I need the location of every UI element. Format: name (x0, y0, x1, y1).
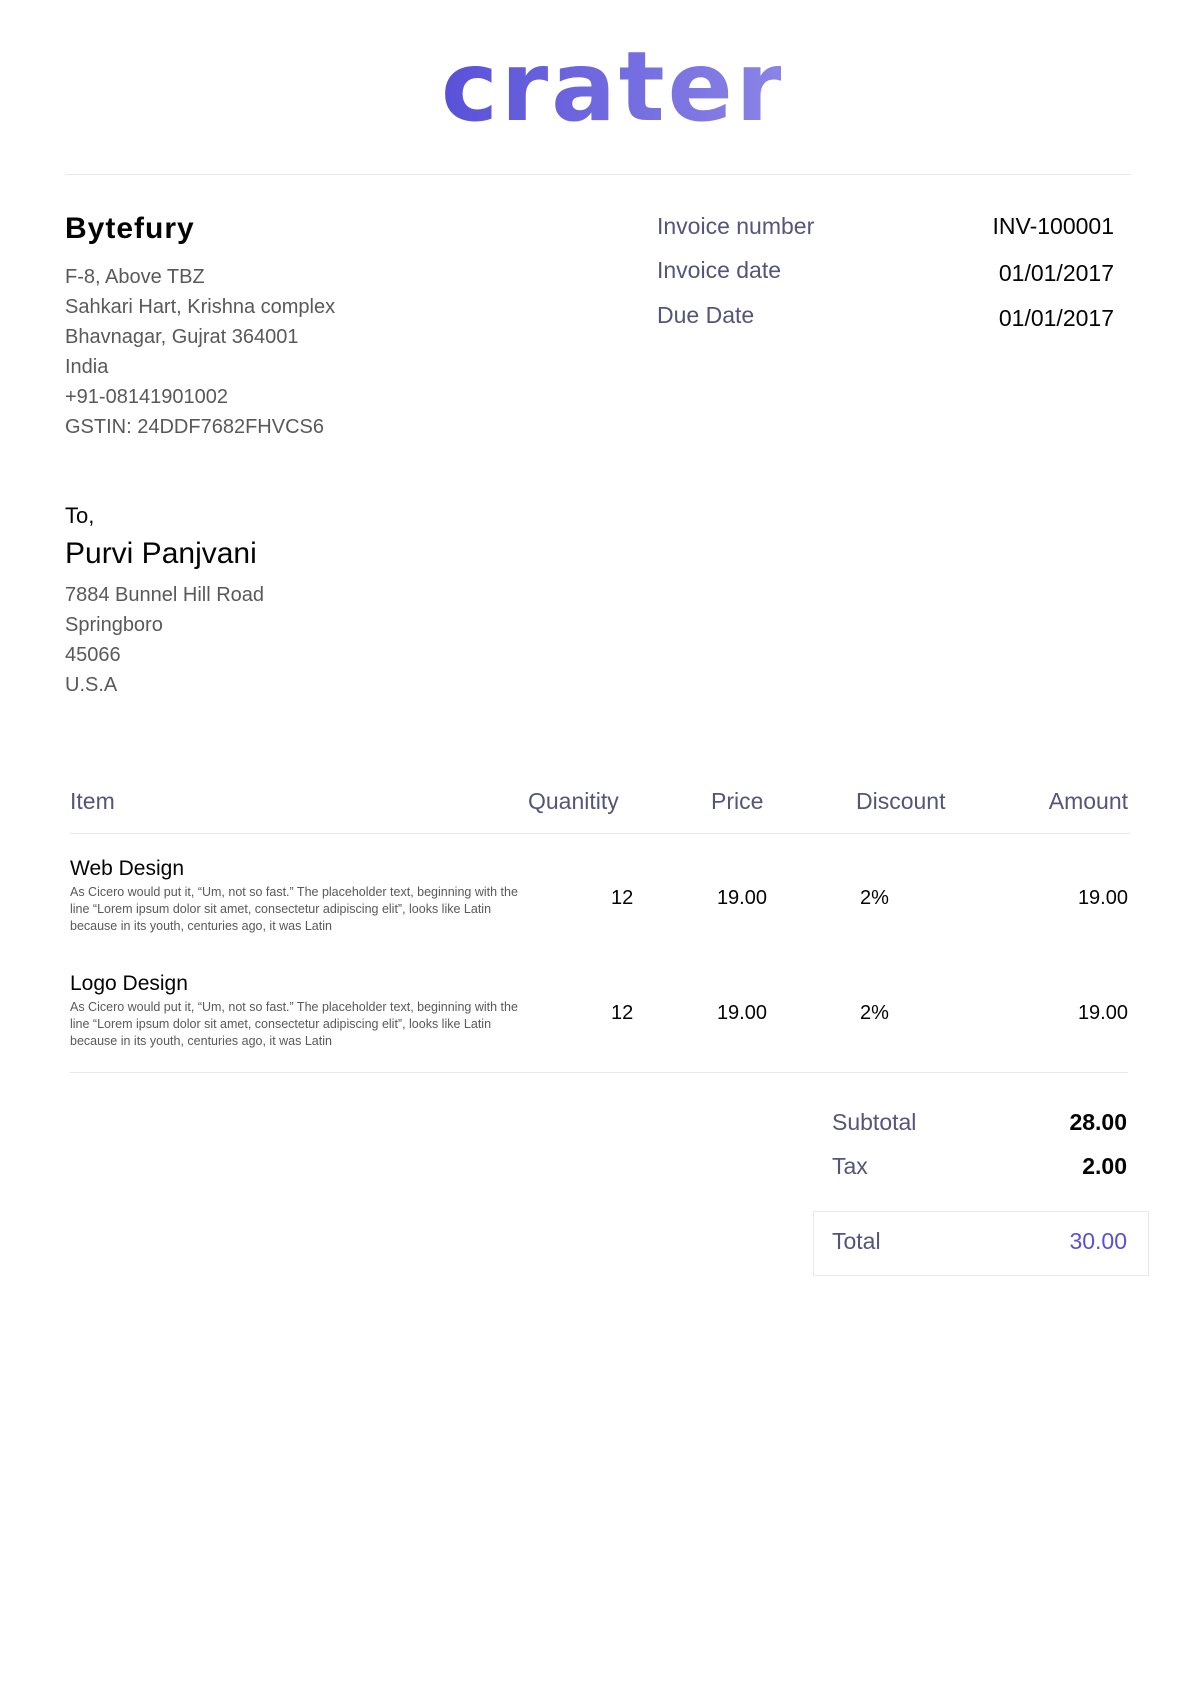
due-date-value: 01/01/2017 (998, 305, 1114, 331)
header-amount: Amount (1048, 788, 1128, 814)
item-name: Web Design (70, 857, 185, 880)
item-discount: 2% (860, 1002, 889, 1024)
invoice-date-label: Invoice date (657, 257, 782, 283)
svg-text:crater: crater (441, 44, 781, 129)
item-description: As Cicero would put it, “Um, not so fast… (70, 1000, 518, 1048)
item-quantity: 12 (611, 1002, 634, 1024)
header-discount: Discount (856, 788, 946, 814)
header-item: Item (70, 788, 115, 814)
tax-value: 2.00 (1082, 1153, 1127, 1179)
company-gstin: GSTIN: 24DDF7682FHVCS6 (65, 416, 324, 438)
company-address-line: India (65, 356, 109, 378)
company-address-line: Sahkari Hart, Krishna complex (65, 296, 336, 318)
item-price: 19.00 (716, 887, 767, 909)
item-quantity: 12 (611, 887, 634, 909)
to-label: To, (65, 503, 95, 528)
table-bottom-divider (70, 1072, 1128, 1073)
customer-name: Purvi Panjvani (65, 537, 257, 570)
header-price: Price (711, 788, 764, 814)
customer-address-line: Springboro (65, 614, 163, 636)
customer-address-line: 7884 Bunnel Hill Road (65, 584, 265, 606)
crater-logo: crater (441, 44, 781, 129)
item-name: Logo Design (70, 972, 188, 995)
header-divider (65, 174, 1131, 175)
subtotal-value: 28.00 (1069, 1109, 1127, 1135)
item-description: As Cicero would put it, “Um, not so fast… (70, 885, 518, 933)
total-box (813, 1211, 1149, 1276)
invoice-number-label: Invoice number (657, 213, 815, 239)
customer-address-line: U.S.A (65, 674, 118, 696)
header-quantity: Quanitity (528, 788, 619, 814)
table-header-divider (70, 833, 1130, 834)
item-amount: 19.00 (1077, 887, 1128, 909)
company-address-line: Bhavnagar, Gujrat 364001 (65, 326, 299, 348)
company-phone: +91-08141901002 (65, 386, 228, 408)
company-name: Bytefury (65, 212, 195, 245)
tax-label: Tax (832, 1153, 868, 1179)
customer-address-line: 45066 (65, 644, 121, 666)
company-address-line: F-8, Above TBZ (65, 266, 205, 288)
item-amount: 19.00 (1077, 1002, 1128, 1024)
subtotal-label: Subtotal (832, 1109, 917, 1135)
invoice-date-value: 01/01/2017 (998, 260, 1114, 286)
total-label: Total (832, 1228, 881, 1254)
invoice-number-value: INV-100001 (992, 213, 1114, 239)
item-discount: 2% (860, 887, 889, 909)
due-date-label: Due Date (657, 302, 755, 328)
item-price: 19.00 (716, 1002, 767, 1024)
total-value: 30.00 (1069, 1228, 1127, 1254)
